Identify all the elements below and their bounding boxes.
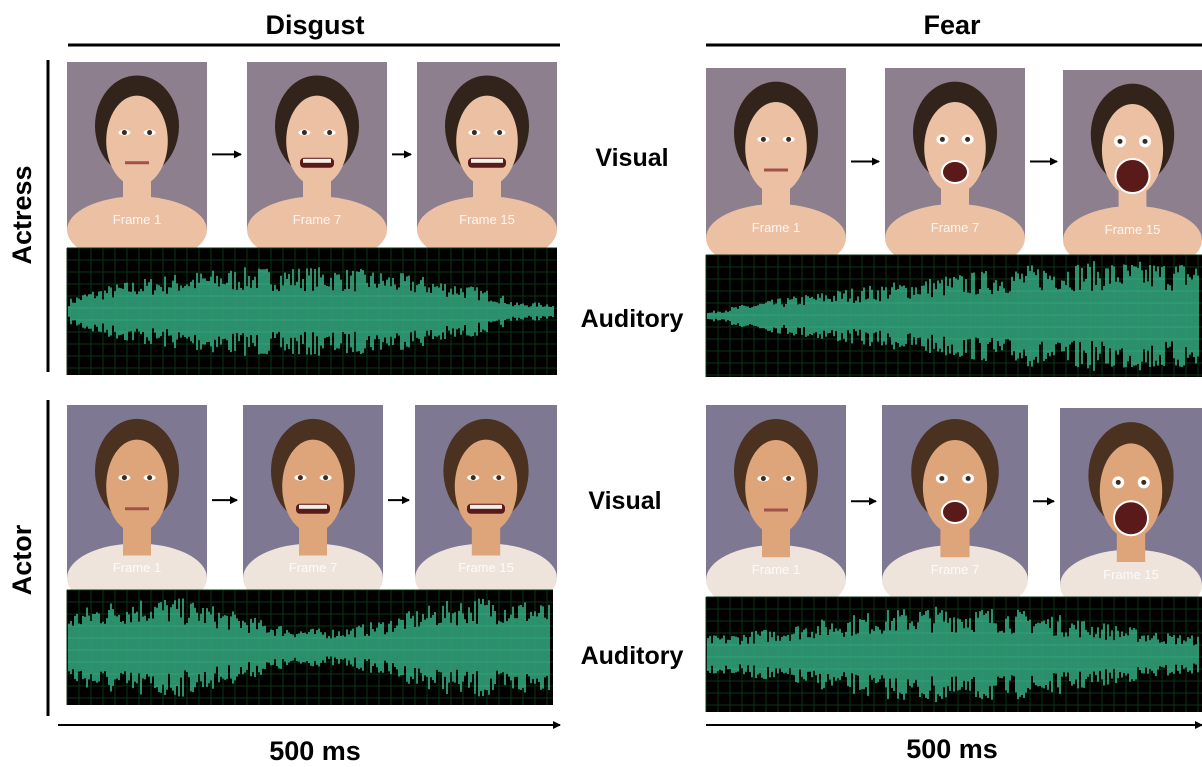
teeth — [303, 158, 331, 163]
stimulus-panel: Frame 1 Frame 7 Frame 15 — [66, 62, 557, 375]
face — [456, 95, 518, 187]
teeth — [470, 504, 502, 509]
mouth — [1113, 500, 1149, 537]
teeth — [471, 158, 503, 163]
face — [106, 95, 168, 187]
face — [924, 101, 986, 194]
mouth — [1114, 158, 1151, 194]
pupil — [297, 475, 303, 481]
stimulus-panel: Frame 1 Frame 7 Frame 15 — [705, 68, 1202, 377]
frame-label: Frame 7 — [931, 562, 979, 577]
shoulders — [417, 196, 557, 264]
row-label: Actress — [7, 165, 37, 264]
modality-label: Auditory — [581, 642, 684, 670]
frame-label: Frame 7 — [293, 212, 341, 227]
pupil — [301, 130, 307, 136]
waveform — [707, 606, 1199, 703]
face — [745, 101, 807, 194]
frame-label: Frame 1 — [752, 562, 800, 577]
pupil — [121, 130, 127, 136]
mouth — [941, 160, 969, 184]
pupil — [965, 476, 971, 481]
pupil — [939, 136, 945, 142]
stimulus-panel: Frame 1 Frame 7 Frame 15 — [66, 405, 557, 705]
face — [745, 440, 807, 535]
stimulus-panel: Frame 1 Frame 7 Frame 15 — [705, 405, 1202, 712]
time-label: 500 ms — [269, 736, 361, 766]
shoulders — [247, 196, 387, 264]
modality-label: Visual — [588, 487, 661, 515]
pupil — [1117, 138, 1123, 144]
frame-label: Frame 1 — [752, 220, 800, 235]
time-label: 500 ms — [906, 734, 998, 764]
frame-label: Frame 15 — [1103, 567, 1159, 582]
waveform — [707, 261, 1199, 371]
pupil — [1142, 138, 1148, 144]
waveform — [68, 598, 550, 697]
frame-label: Frame 15 — [459, 212, 515, 227]
column-title: Disgust — [265, 10, 364, 40]
column-title: Fear — [923, 10, 981, 40]
pupil — [939, 476, 945, 481]
waveform — [68, 267, 554, 356]
pupil — [147, 475, 153, 481]
face — [282, 439, 344, 534]
face — [286, 95, 348, 187]
face — [454, 439, 518, 534]
pupil — [327, 130, 333, 136]
frame-label: Frame 1 — [113, 212, 161, 227]
pupil — [496, 475, 502, 481]
pupil — [965, 136, 971, 142]
frame-label: Frame 7 — [931, 220, 979, 235]
row-label: Actor — [7, 524, 37, 595]
pupil — [760, 136, 766, 142]
pupil — [471, 130, 477, 136]
waveform-background — [67, 590, 553, 705]
mouth — [941, 500, 969, 524]
pupil — [121, 475, 127, 481]
pupil — [1115, 479, 1121, 485]
pupil — [786, 136, 792, 142]
pupil — [497, 130, 503, 136]
frame-label: Frame 7 — [289, 560, 337, 575]
pupil — [1141, 479, 1147, 485]
pupil — [760, 476, 766, 481]
face — [922, 440, 988, 535]
frame-label: Frame 1 — [113, 560, 161, 575]
modality-label: Visual — [595, 144, 668, 172]
face — [106, 439, 168, 534]
frame-label: Frame 15 — [458, 560, 514, 575]
teeth — [299, 504, 327, 509]
pupil — [323, 475, 329, 481]
frame-label: Frame 15 — [1105, 222, 1161, 237]
pupil — [470, 475, 476, 481]
modality-label: Auditory — [581, 305, 684, 333]
pupil — [786, 476, 792, 481]
shoulders — [67, 196, 207, 264]
pupil — [147, 130, 153, 136]
